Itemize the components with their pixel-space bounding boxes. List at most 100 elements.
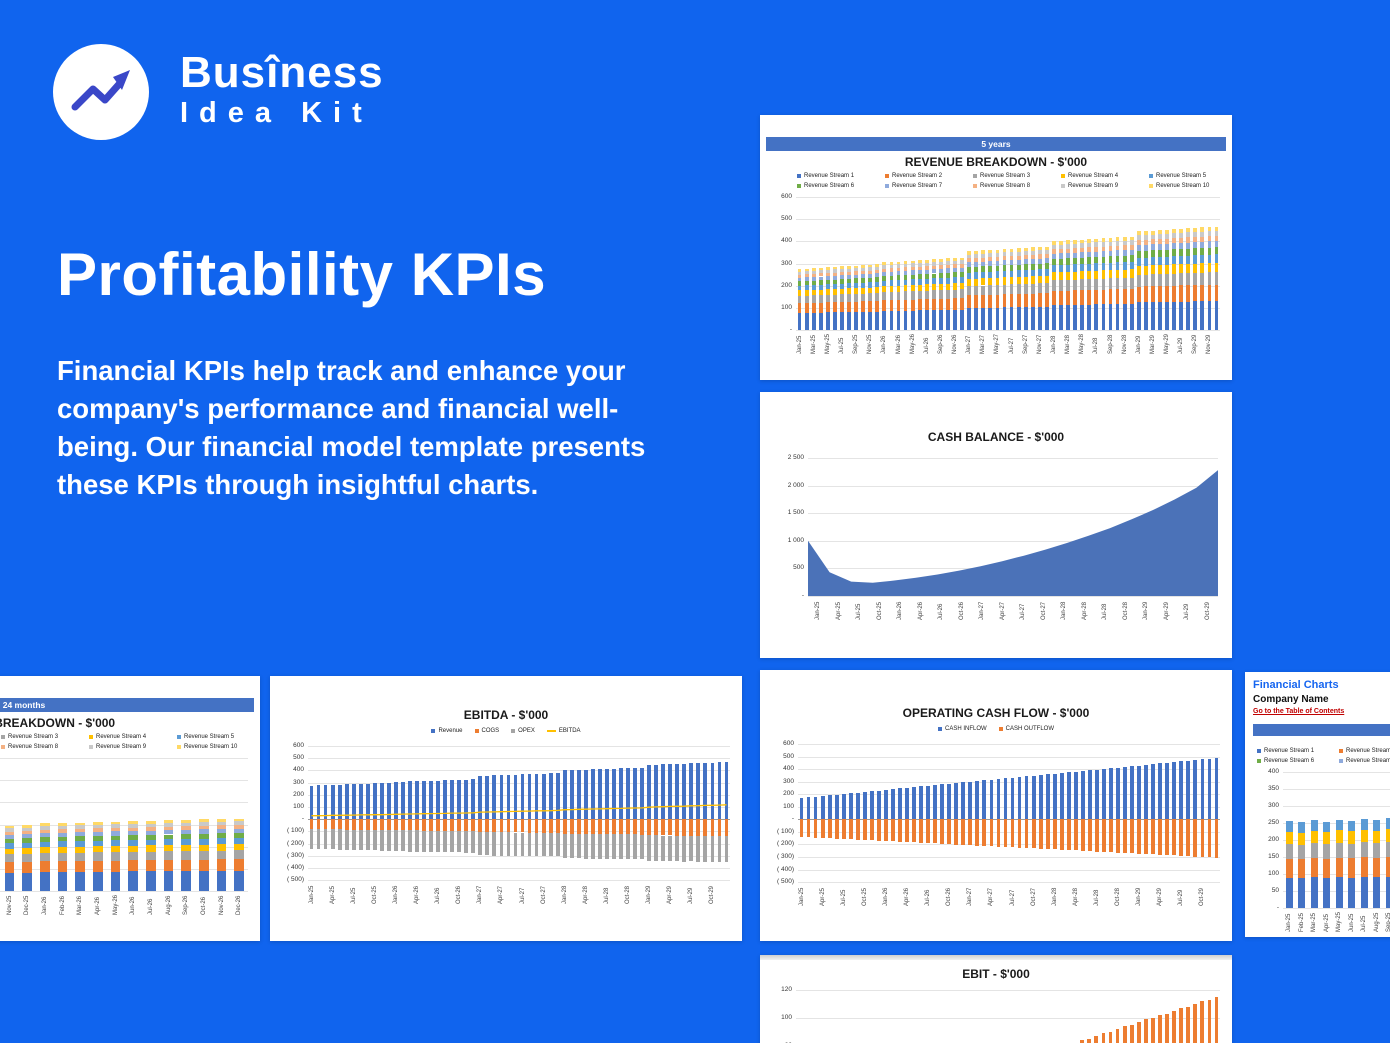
bar-negative [1031,819,1036,849]
bar-segment [1214,272,1219,285]
bar-segment [868,267,873,271]
bar-segment [974,285,979,296]
bar-segment [40,841,50,848]
bar-segment [875,277,880,282]
bar-segment [910,266,915,271]
bar-segment [1285,821,1293,832]
chart-title: OPERATING CASH FLOW - $'000 [902,706,1090,720]
bar-segment [917,284,922,291]
bar-segment [861,270,866,275]
x-tick-label: Apr-25 [329,885,336,904]
x-tick-label: Oct-26 [958,601,965,620]
bar-segment [4,848,15,855]
legend-label: Revenue Stream 2 [1346,748,1390,754]
bar-segment [974,250,979,254]
bar-segment [1002,307,1007,330]
bar-segment [1066,279,1070,291]
bar-segment [938,310,943,330]
bar-negative [386,829,391,851]
x-tick-label: Dec-25 [24,895,31,915]
x-tick-label: Nov-29 [1206,334,1213,354]
y-tick-label: ( 200) [777,840,794,848]
bar-negative [724,819,729,837]
bar-negative [619,819,623,835]
bar-positive [344,784,349,820]
bar-segment [924,262,929,267]
bar-negative [855,819,860,840]
bar-segment [75,836,85,841]
table-of-contents-link[interactable]: Go to the Table of Contents [1253,708,1345,715]
bar-segment [1016,255,1021,260]
bar-segment [840,275,844,280]
bar-segment [896,310,901,330]
grid-line [798,831,1220,833]
bar-segment [1186,228,1191,233]
legend-item: Revenue Stream 6 [797,183,885,190]
bar-segment [1023,307,1028,330]
bar-segment [889,262,894,265]
bar-negative [675,819,680,836]
bar-segment [181,844,191,852]
bar-segment [40,836,50,842]
bar-segment [1335,819,1343,831]
legend-marker [885,183,889,188]
bar-negative [401,830,405,852]
bar-segment [1023,293,1028,307]
bar-segment [946,272,950,278]
legend-item: Revenue Stream 7 [1339,758,1390,765]
bar-segment [1214,301,1219,330]
bar-segment [953,264,957,268]
bar-segment [811,289,816,296]
bar-negative [590,819,595,834]
x-tick-label: Jul-29 [688,887,695,904]
bar-segment [1094,251,1099,257]
y-tick-label: - [1276,904,1279,911]
grid-line [798,844,1220,846]
bar-positive [513,774,518,820]
bar-positive [940,784,945,820]
bar-negative [337,829,342,850]
bar-segment [960,267,964,272]
y-tick-label: ( 200) [287,839,304,847]
bar-segment [967,262,972,267]
bar-segment [1143,250,1148,258]
bar-positive [1031,775,1036,820]
legend-item: OPEX [511,728,535,735]
legend-marker [998,727,1003,732]
y-tick-label: 1 000 [787,536,804,544]
bar-positive [1130,766,1134,820]
bar-segment [896,280,901,286]
bar-segment [1200,301,1205,330]
bar-negative [724,836,729,862]
x-tick-label: Oct-25 [861,887,868,906]
bar-segment [1179,248,1184,256]
legend-item: Revenue Stream 5 [1149,173,1232,180]
bar-negative [358,829,363,851]
bar-segment [1172,264,1176,274]
bar-segment [1115,255,1120,263]
bar-segment [1385,856,1390,877]
bar-segment [889,268,894,272]
legend-marker [1061,174,1065,179]
bar-positive [605,768,609,820]
bar-negative [562,833,567,859]
bar-positive [682,763,687,820]
bar-positive [1144,764,1149,820]
bar-segment [1136,240,1141,246]
y-tick-label: 100 [781,303,792,311]
bar-segment [1059,258,1063,265]
legend-marker [89,744,93,749]
bar-segment [57,836,68,842]
bar-negative [612,819,616,835]
bar-segment [1285,843,1293,859]
legend-label: Revenue Stream 1 [1264,748,1315,754]
bar-segment [1193,237,1198,243]
bar-negative [996,819,1001,847]
bar-negative [1123,819,1127,853]
bar-segment [875,301,880,312]
bar-segment [797,281,802,286]
bar-segment [988,261,993,266]
x-tick-label: Jul-25 [350,887,357,904]
ebitda-chart: 600 500 400 300 200 100 - ( 100) ( 200) ( 300) ( 4… [287,742,730,904]
bar [1200,1001,1205,1043]
